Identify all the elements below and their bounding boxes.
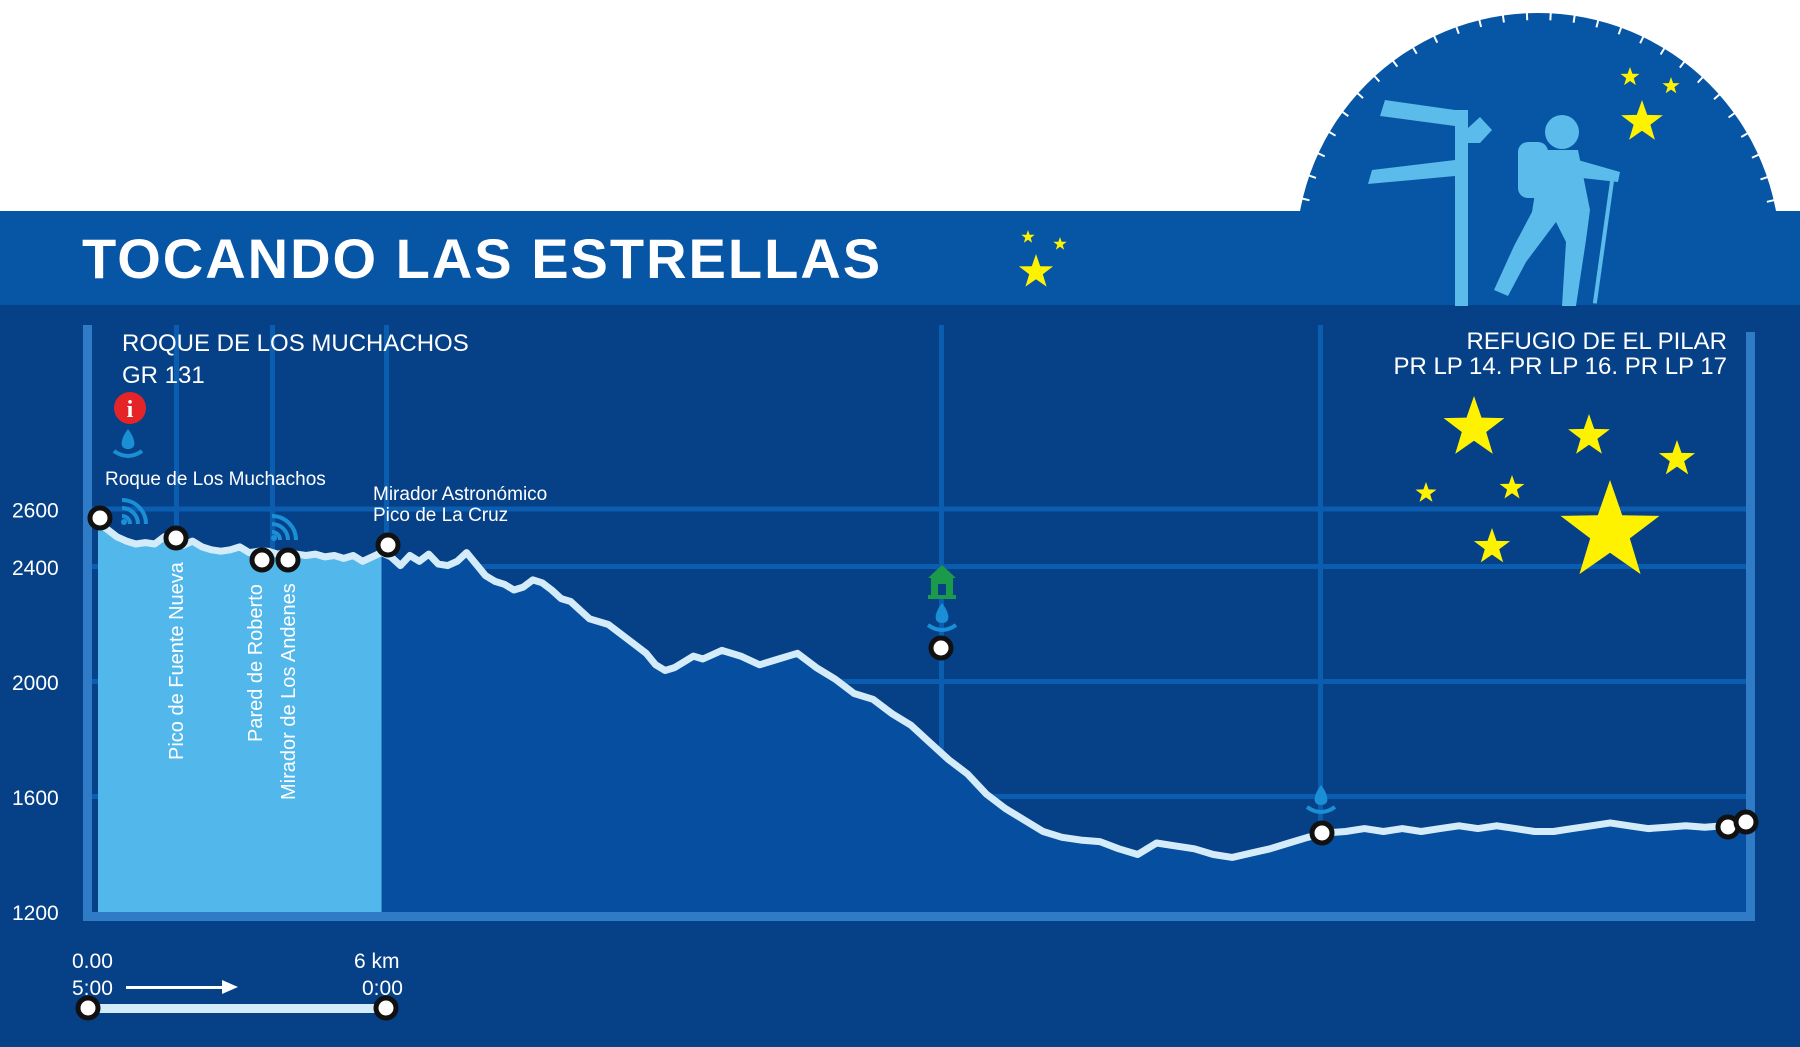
start-route: GR 131: [122, 362, 205, 389]
sky-stars: [1415, 396, 1696, 575]
water-icons: [112, 429, 1337, 814]
waypoint-marker: [1733, 809, 1759, 835]
star-icon: [1621, 100, 1663, 140]
star-icon: [1658, 440, 1696, 475]
gridline-h: [87, 506, 1755, 512]
star-icon: [1415, 482, 1437, 502]
highlight-segment: [98, 522, 382, 916]
water-icon: [926, 603, 958, 632]
waypoint-marker: [928, 635, 954, 661]
svg-text:i: i: [127, 397, 134, 423]
y-tick-label: 1200: [12, 902, 59, 925]
star-icon: [1620, 67, 1640, 86]
start-name: ROQUE DE LOS MUCHACHOS: [122, 330, 469, 357]
waypoint-label-vertical: Pico de Fuente Nueva: [166, 561, 188, 760]
star-icon: [1568, 414, 1610, 454]
scale-end-time: 0:00: [362, 977, 403, 1000]
waypoint-labels: Roque de Los Muchachos Mirador Astronómic…: [105, 469, 547, 800]
emblem-disc: [1292, 6, 1784, 214]
scale-end-point: [373, 995, 399, 1021]
end-name: REFUGIO DE EL PILAR: [1466, 328, 1727, 355]
waypoint-label-vertical: Mirador de Los Andenes: [278, 583, 300, 800]
wifi-icon: [121, 498, 148, 525]
scale-start-point: [75, 995, 101, 1021]
page-title: TOCANDO LAS ESTRELLAS: [82, 227, 882, 290]
star-icon: [1499, 475, 1525, 499]
waypoint-label-vertical: Pared de Roberto: [245, 584, 267, 742]
waypoint-marker: [87, 505, 113, 531]
star-icon: [1053, 237, 1067, 250]
x-axis: [87, 912, 1755, 921]
waypoint-marker: [275, 547, 301, 573]
waypoints: [87, 505, 1759, 846]
waypoint-marker: [163, 525, 189, 551]
wifi-icons: [121, 498, 298, 541]
waypoint-marker: [249, 547, 275, 573]
frame-right-edge: [1746, 332, 1755, 921]
gridline-h: [87, 679, 1755, 684]
shelter-icon: [928, 565, 956, 599]
y-tick-label: 1600: [12, 787, 59, 810]
y-tick-label: 2600: [12, 500, 59, 523]
water-icon: [1305, 785, 1337, 814]
emblem-stars: [1620, 67, 1680, 140]
scale-line: [88, 1004, 386, 1013]
hiker-icon: [1494, 115, 1620, 306]
water-icon: [112, 429, 144, 458]
waypoint-label: Roque de Los Muchachos: [105, 469, 326, 490]
waypoint-label: Pico de La Cruz: [373, 505, 508, 526]
star-icon: [1021, 230, 1035, 243]
waypoint-marker: [375, 532, 401, 558]
star-icon: [1443, 396, 1505, 454]
waypoint-marker: [1309, 820, 1335, 846]
title-stars: [1018, 230, 1067, 287]
waypoint-label: Mirador Astronómico: [373, 484, 547, 505]
star-icon: [1662, 77, 1680, 94]
y-tick-label: 2000: [12, 672, 59, 695]
y-axis-labels: 1200 1600 2000 2400 2600: [12, 500, 59, 926]
scale-bar: 0.00 6 km 5:00 0:00: [72, 950, 403, 1021]
scale-end-km: 6 km: [354, 950, 400, 973]
star-icon: [1560, 480, 1660, 575]
y-tick-label: 2400: [12, 557, 59, 580]
y-axis: [83, 325, 92, 921]
scale-start-km: 0.00: [72, 950, 113, 973]
info-icon: i: [114, 392, 146, 424]
signpost-icon: [1368, 100, 1492, 306]
scale-start-time: 5:00: [72, 977, 113, 1000]
profile-area: [98, 522, 1752, 916]
star-icon: [1473, 528, 1511, 563]
star-icon: [1018, 254, 1054, 287]
gridline-v: [1318, 325, 1323, 915]
gridline-h: [87, 564, 1755, 569]
end-routes: PR LP 14. PR LP 16. PR LP 17: [1393, 353, 1727, 380]
wifi-icon: [271, 514, 298, 541]
arrow-right-icon: [126, 980, 238, 994]
